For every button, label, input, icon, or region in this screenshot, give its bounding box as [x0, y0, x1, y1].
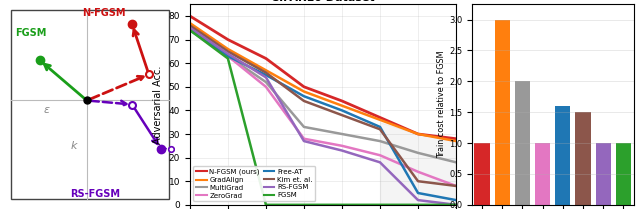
- Free-AT: [300, 95, 308, 97]
- RS-FGSM: [376, 161, 384, 164]
- Text: RS-FGSM: RS-FGSM: [70, 189, 120, 199]
- Line: ZeroGrad: ZeroGrad: [190, 28, 456, 186]
- Line: N-FGSM (ours): N-FGSM (ours): [190, 16, 456, 139]
- Kim et. al.: [262, 71, 270, 74]
- MultiGrad: [338, 133, 346, 135]
- Kim et. al.: [224, 50, 232, 53]
- Line: MultiGrad: MultiGrad: [190, 28, 456, 162]
- ZeroGrad: [452, 185, 460, 187]
- RS-FGSM: [300, 140, 308, 142]
- MultiGrad: [262, 81, 270, 83]
- N-FGSM (ours): [376, 116, 384, 119]
- GradAlign: [376, 119, 384, 121]
- ZeroGrad: [338, 145, 346, 147]
- MultiGrad: [452, 161, 460, 164]
- N-FGSM (ours): [186, 15, 194, 17]
- Free-AT: [414, 192, 422, 194]
- Bar: [616, 143, 631, 205]
- N-FGSM (ours): [452, 138, 460, 140]
- Line: FGSM: FGSM: [190, 30, 456, 205]
- Text: $\varepsilon$: $\varepsilon$: [44, 104, 51, 115]
- MultiGrad: [224, 55, 232, 57]
- ZeroGrad: [186, 27, 194, 29]
- MultiGrad: [300, 126, 308, 128]
- GradAlign: [414, 133, 422, 135]
- Text: FGSM: FGSM: [15, 28, 46, 38]
- ZeroGrad: [224, 55, 232, 57]
- Free-AT: [338, 109, 346, 112]
- Bar: [556, 106, 570, 205]
- RS-FGSM: [338, 149, 346, 152]
- N-FGSM (ours): [414, 133, 422, 135]
- FGSM: [262, 204, 270, 206]
- N-FGSM (ours): [224, 38, 232, 41]
- Bar: [575, 112, 591, 205]
- FGSM: [224, 57, 232, 60]
- GradAlign: [186, 22, 194, 24]
- MultiGrad: [376, 140, 384, 142]
- Legend: N-FGSM (ours), GradAlign, MultiGrad, ZeroGrad, Free-AT, Kim et. al., RS-FGSM, FG: N-FGSM (ours), GradAlign, MultiGrad, Zer…: [193, 166, 316, 201]
- RS-FGSM: [186, 27, 194, 29]
- Kim et. al.: [186, 24, 194, 27]
- GradAlign: [262, 69, 270, 71]
- FGSM: [376, 204, 384, 206]
- RS-FGSM: [262, 76, 270, 79]
- Bar: [515, 81, 530, 205]
- FGSM: [414, 204, 422, 206]
- GradAlign: [300, 90, 308, 93]
- Title: CIFAR10 Dataset: CIFAR10 Dataset: [271, 0, 375, 3]
- GradAlign: [338, 104, 346, 107]
- N-FGSM (ours): [300, 85, 308, 88]
- Line: RS-FGSM: RS-FGSM: [190, 28, 456, 205]
- ZeroGrad: [262, 85, 270, 88]
- ZeroGrad: [414, 171, 422, 173]
- RS-FGSM: [414, 199, 422, 201]
- Line: GradAlign: GradAlign: [190, 23, 456, 141]
- ZeroGrad: [376, 154, 384, 157]
- Bar: [474, 143, 490, 205]
- RS-FGSM: [452, 204, 460, 206]
- FGSM: [338, 204, 346, 206]
- Bar: [495, 20, 510, 205]
- Text: $k$: $k$: [70, 139, 79, 151]
- MultiGrad: [414, 152, 422, 154]
- Bar: [535, 143, 550, 205]
- N-FGSM (ours): [338, 100, 346, 102]
- Free-AT: [262, 74, 270, 76]
- FGSM: [300, 204, 308, 206]
- Kim et. al.: [338, 114, 346, 116]
- Text: N-FGSM: N-FGSM: [82, 8, 125, 18]
- Bar: [596, 143, 611, 205]
- GradAlign: [452, 140, 460, 142]
- Free-AT: [224, 55, 232, 57]
- MultiGrad: [186, 27, 194, 29]
- RS-FGSM: [224, 52, 232, 55]
- FancyBboxPatch shape: [12, 10, 169, 199]
- FGSM: [186, 29, 194, 31]
- Line: Kim et. al.: Kim et. al.: [190, 25, 456, 186]
- Y-axis label: Train cost relative to FGSM: Train cost relative to FGSM: [437, 51, 446, 158]
- Y-axis label: Adversarial Acc.: Adversarial Acc.: [153, 65, 163, 144]
- Kim et. al.: [376, 128, 384, 131]
- Free-AT: [186, 29, 194, 31]
- Line: Free-AT: Free-AT: [190, 30, 456, 200]
- FGSM: [452, 204, 460, 206]
- Kim et. al.: [414, 180, 422, 182]
- Kim et. al.: [452, 185, 460, 187]
- Kim et. al.: [300, 100, 308, 102]
- GradAlign: [224, 48, 232, 50]
- ZeroGrad: [300, 138, 308, 140]
- Free-AT: [376, 126, 384, 128]
- N-FGSM (ours): [262, 57, 270, 60]
- Free-AT: [452, 199, 460, 201]
